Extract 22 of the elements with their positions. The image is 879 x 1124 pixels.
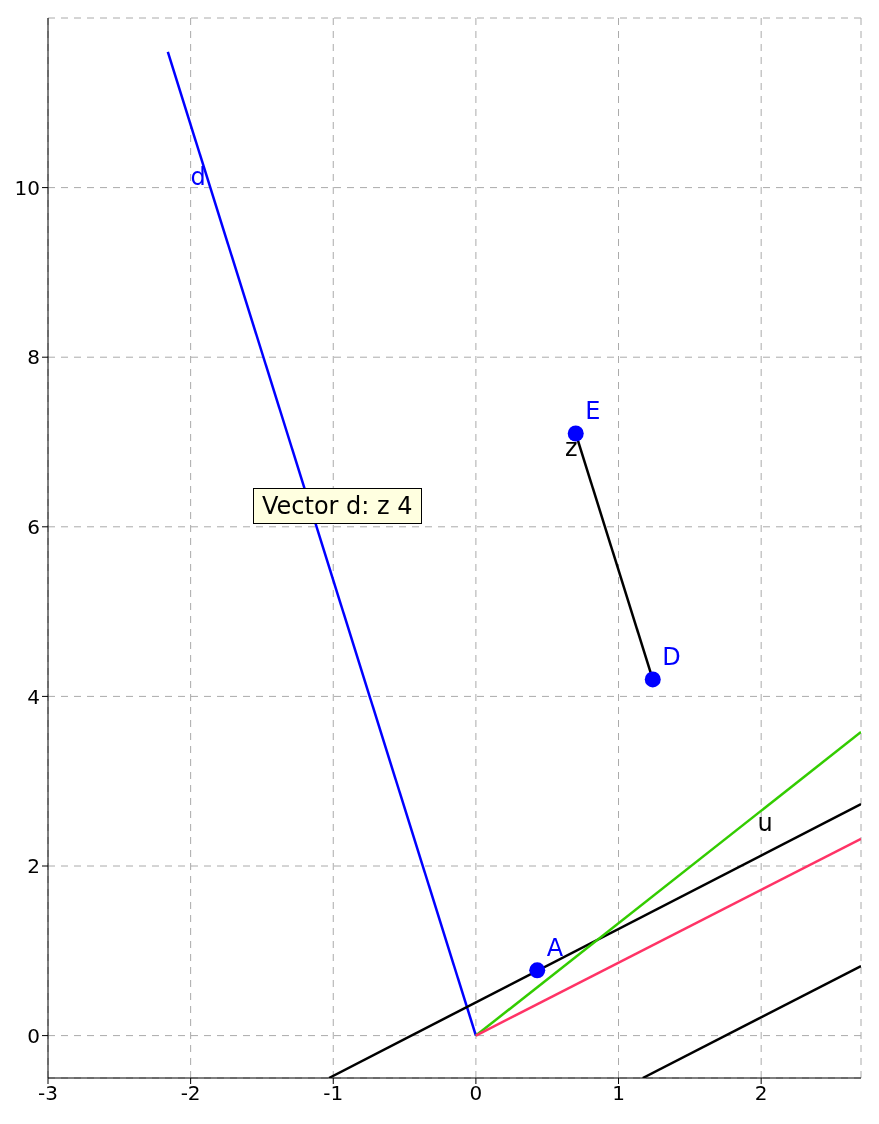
series-label: z [564,434,578,463]
y-tick-label: 0 [27,1023,40,1048]
x-tick-label: -1 [323,1081,344,1106]
annotation: Vector d: z 4 [253,488,422,524]
x-tick-label: 0 [469,1081,483,1106]
point [567,425,584,442]
y-tick-label: 10 [14,175,40,200]
y-tick-label: 6 [27,514,40,539]
x-tick-label: -2 [180,1081,201,1106]
series-label: D [662,642,681,671]
series-label: u [757,809,773,838]
series-label: E [585,397,601,426]
x-tick-label: -3 [38,1081,58,1106]
series-label: d [190,163,206,192]
x-tick-label: 2 [754,1081,768,1106]
point [529,962,546,979]
point [644,671,661,688]
x-tick-label: 1 [612,1081,625,1106]
series-label: A [546,933,564,962]
y-tick-label: 8 [27,345,40,370]
y-tick-label: 4 [27,684,40,709]
y-tick-label: 2 [27,854,40,879]
